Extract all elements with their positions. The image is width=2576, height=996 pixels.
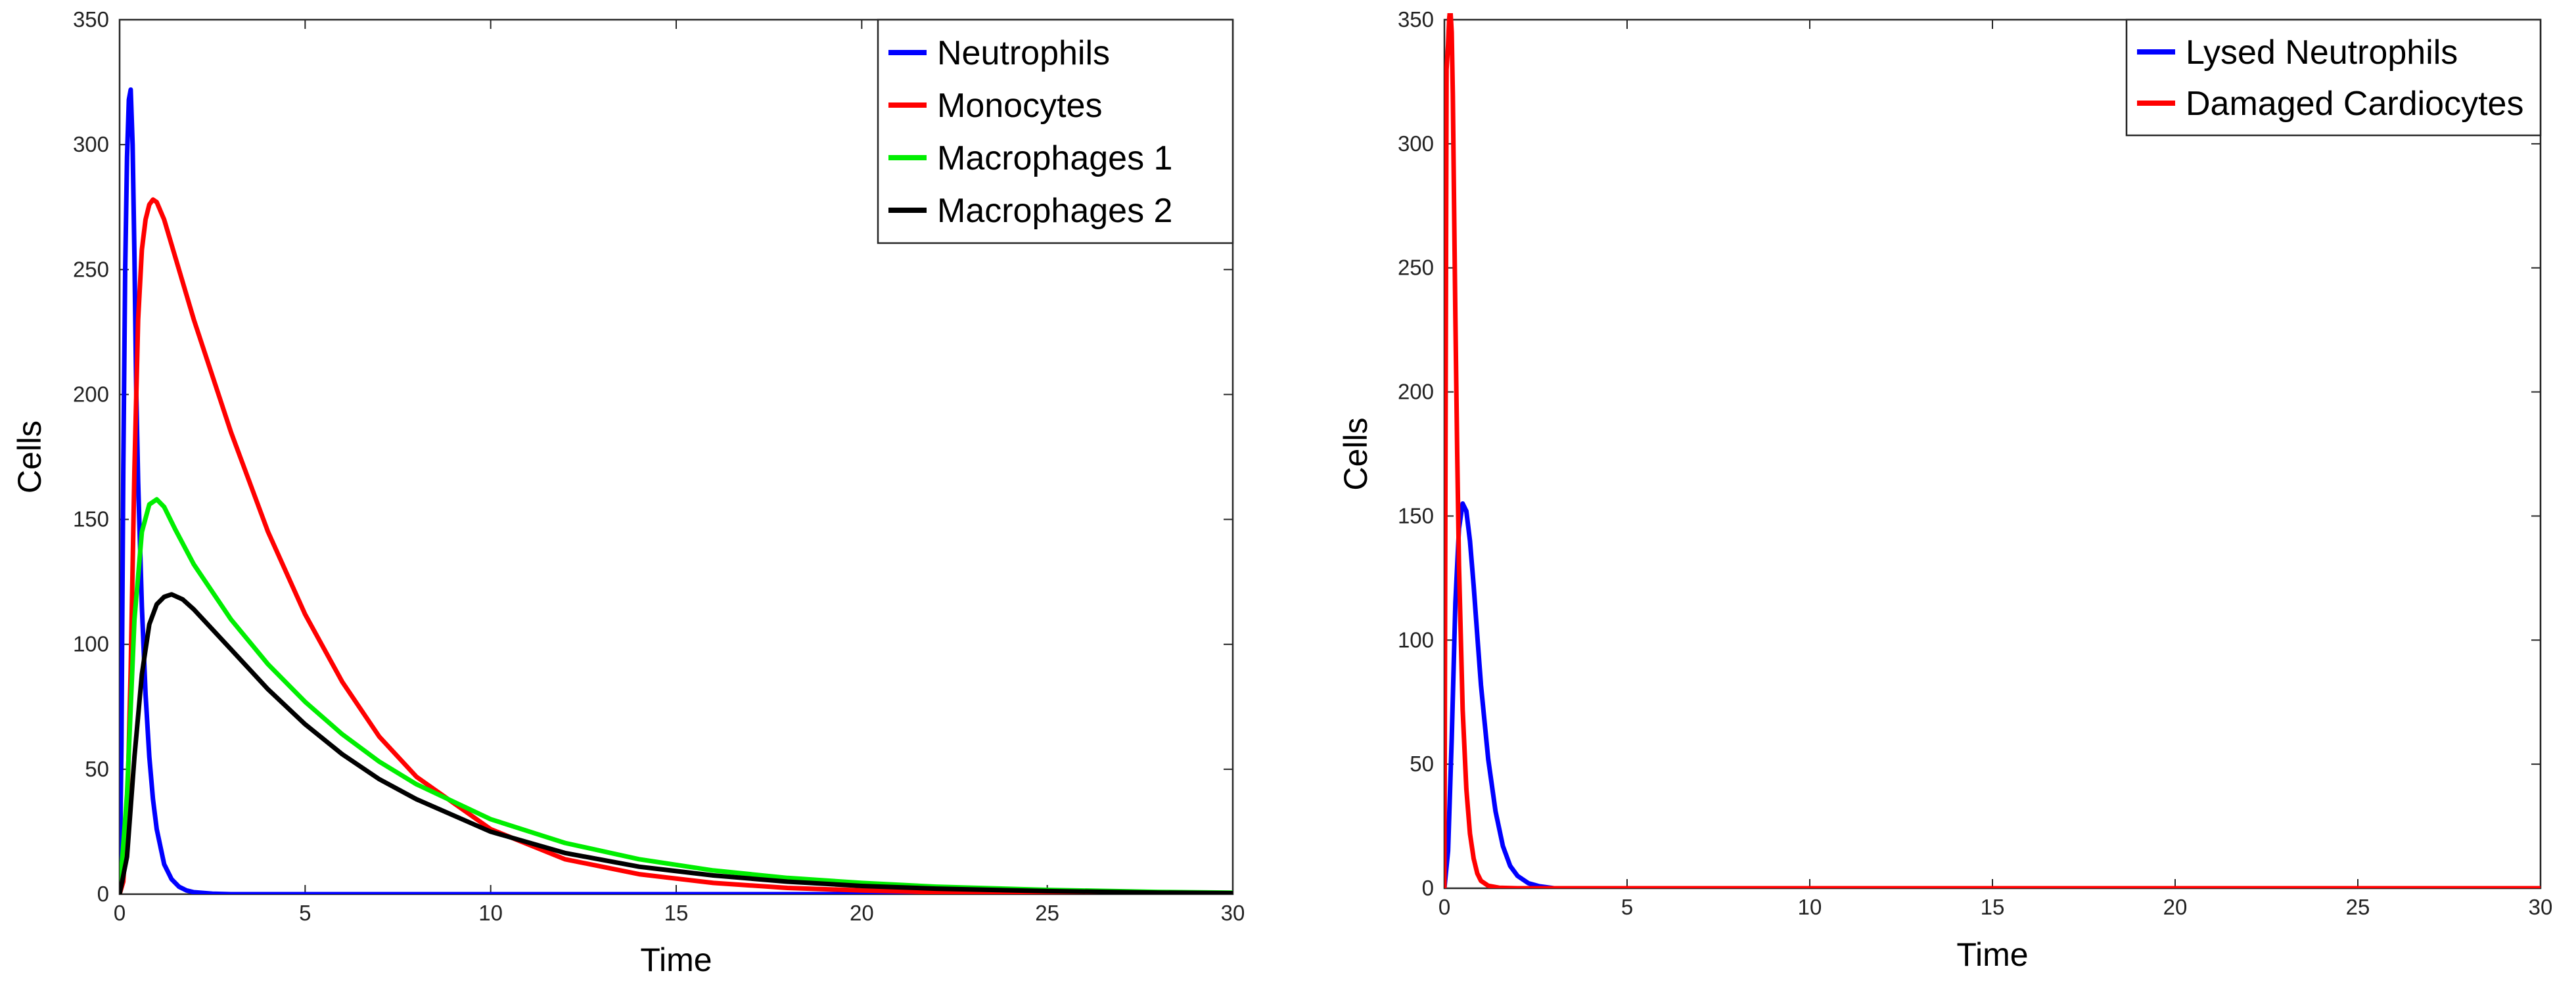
y-tick-label: 0	[97, 882, 109, 906]
chart-lysed-damaged: 0 5 10 15 20 25 30050100150200250300350TimeCel…	[1337, 7, 2552, 973]
series-line-neutrophils	[120, 87, 1233, 894]
x-tick-label: 30	[1221, 901, 1245, 925]
plot-frame	[1443, 18, 2542, 890]
legend-box	[877, 18, 1234, 244]
y-tick-label: 250	[73, 257, 109, 281]
y-tick-label: 350	[73, 7, 109, 32]
legend-label: Macrophages 1	[937, 139, 1172, 177]
series-line-macrophages-2	[120, 592, 1233, 894]
y-tick-label: 200	[73, 382, 109, 406]
y-tick-label: 300	[1398, 131, 1434, 156]
y-tick-label: 100	[1398, 627, 1434, 652]
x-tick-label: 25	[1035, 901, 1059, 925]
series-line-macrophages-1	[120, 497, 1233, 894]
legend-label: Monocytes	[937, 87, 1102, 125]
x-tick-label: 0	[1438, 895, 1450, 919]
y-axis-label: Cells	[11, 420, 48, 493]
y-tick-label: 100	[73, 632, 109, 656]
y-tick-label: 150	[73, 507, 109, 532]
legend: Neutrophils Monocytes Macrophages 1 Macroph…	[877, 18, 1234, 244]
legend-label: Macrophages 2	[937, 192, 1172, 230]
x-tick-label: 10	[478, 901, 503, 925]
legend-label: Neutrophils	[937, 34, 1110, 72]
y-axis-label: Cells	[1337, 417, 1374, 490]
y-tick-label: 250	[1398, 256, 1434, 280]
series-line-damaged-cardiocytes	[1444, 13, 2541, 888]
x-tick-label: 20	[850, 901, 874, 925]
x-tick-label: 5	[1621, 895, 1633, 919]
y-tick-label: 0	[1422, 876, 1434, 900]
x-tick-label: 10	[1798, 895, 1822, 919]
x-tick-label: 0	[114, 901, 126, 925]
x-tick-label: 25	[2346, 895, 2370, 919]
x-tick-label: 5	[299, 901, 311, 925]
series-line-monocytes	[120, 197, 1233, 894]
legend: Lysed Neutrophils Damaged Cardiocytes	[2125, 18, 2542, 137]
y-tick-label: 200	[1398, 380, 1434, 404]
legend-box	[2125, 18, 2542, 137]
chart-cell-populations: 0 5 10 15 20 25 30050100150200250300350TimeCel…	[11, 7, 1245, 978]
legend-label: Lysed Neutrophils	[2186, 34, 2458, 72]
x-tick-label: 15	[1981, 895, 2005, 919]
y-tick-label: 300	[73, 132, 109, 156]
y-tick-label: 50	[85, 757, 109, 781]
x-axis-label: Time	[1956, 936, 2028, 973]
y-tick-label: 350	[1398, 7, 1434, 32]
x-tick-label: 30	[2529, 895, 2553, 919]
x-tick-label: 15	[664, 901, 689, 925]
legend-label: Damaged Cardiocytes	[2186, 85, 2523, 123]
y-tick-label: 50	[1410, 752, 1434, 776]
x-tick-label: 20	[2163, 895, 2188, 919]
x-axis-label: Time	[640, 941, 712, 978]
series-line-lysed-neutrophils	[1444, 501, 2541, 888]
y-tick-label: 150	[1398, 503, 1434, 528]
